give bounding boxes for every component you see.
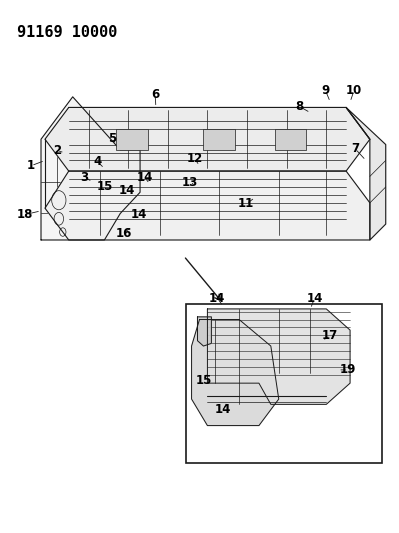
Polygon shape bbox=[203, 128, 235, 150]
Text: 5: 5 bbox=[108, 132, 117, 144]
Text: 14: 14 bbox=[131, 208, 148, 221]
Polygon shape bbox=[207, 309, 350, 405]
Polygon shape bbox=[346, 108, 386, 240]
Text: 14: 14 bbox=[136, 171, 153, 184]
Text: 15: 15 bbox=[195, 374, 211, 387]
Text: 14: 14 bbox=[306, 292, 323, 305]
Text: 3: 3 bbox=[81, 171, 89, 184]
Text: 6: 6 bbox=[151, 88, 159, 101]
Text: 12: 12 bbox=[187, 152, 203, 165]
Text: 11: 11 bbox=[238, 197, 255, 211]
Text: 14: 14 bbox=[215, 403, 231, 416]
Polygon shape bbox=[192, 319, 279, 425]
Text: 8: 8 bbox=[295, 100, 304, 113]
Text: 14: 14 bbox=[119, 184, 135, 197]
Text: 10: 10 bbox=[346, 84, 362, 97]
Text: 4: 4 bbox=[93, 155, 101, 168]
Polygon shape bbox=[275, 128, 306, 150]
Text: 16: 16 bbox=[115, 227, 132, 240]
Text: 15: 15 bbox=[97, 181, 113, 193]
Polygon shape bbox=[45, 171, 370, 240]
FancyBboxPatch shape bbox=[186, 304, 382, 463]
Text: 2: 2 bbox=[53, 144, 61, 157]
Polygon shape bbox=[45, 108, 370, 171]
Text: 19: 19 bbox=[340, 364, 356, 376]
Text: 9: 9 bbox=[321, 84, 330, 97]
Text: 14: 14 bbox=[209, 292, 225, 305]
Text: 13: 13 bbox=[182, 176, 198, 189]
Polygon shape bbox=[116, 128, 148, 150]
Polygon shape bbox=[198, 317, 211, 346]
Text: 91169 10000: 91169 10000 bbox=[17, 25, 118, 41]
Text: 17: 17 bbox=[322, 329, 338, 342]
Polygon shape bbox=[41, 97, 140, 240]
Text: 7: 7 bbox=[351, 142, 359, 155]
Text: 1: 1 bbox=[27, 159, 35, 172]
Text: 18: 18 bbox=[17, 208, 34, 221]
